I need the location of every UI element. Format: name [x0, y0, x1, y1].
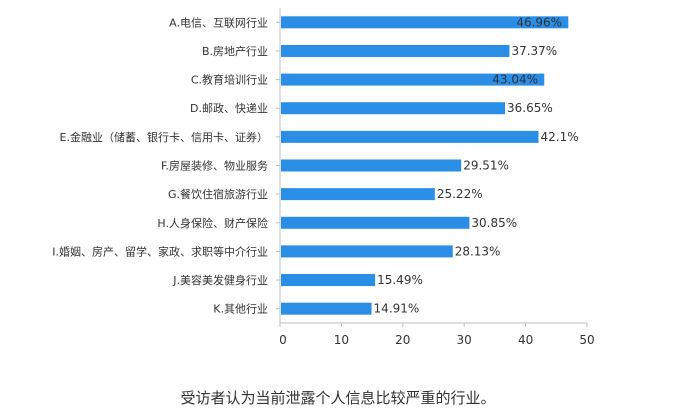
- bar: [281, 73, 545, 86]
- category-label: G.餐饮住宿旅游行业: [168, 187, 268, 201]
- category-label: K.其他行业: [213, 303, 268, 316]
- category-label: E.金融业（储蓄、银行卡、信用卡、证券）: [60, 130, 268, 144]
- value-label: 42.1%: [540, 130, 578, 144]
- bar: [281, 274, 376, 287]
- bar: [281, 16, 569, 29]
- category-label: C.教育培训行业: [191, 73, 268, 87]
- x-tick-label: 20: [395, 333, 410, 347]
- value-label: 15.49%: [377, 273, 423, 287]
- category-label: A.电信、互联网行业: [169, 16, 268, 29]
- category-label: I.婚姻、房产、留学、家政、求职等中介行业: [52, 244, 268, 258]
- value-label: 36.65%: [507, 101, 553, 115]
- x-tick-label: 10: [334, 333, 349, 347]
- value-label: 28.13%: [455, 244, 501, 258]
- value-label: 29.51%: [463, 159, 509, 173]
- bar: [281, 245, 453, 258]
- category-label: B.房地产行业: [202, 44, 268, 58]
- bar: [281, 102, 506, 115]
- value-label: 37.37%: [511, 44, 557, 58]
- x-tick-label: 50: [579, 333, 594, 347]
- bar: [281, 188, 435, 201]
- category-label: H.人身保险、财产保险: [157, 216, 268, 230]
- value-label: 43.04%: [492, 73, 538, 87]
- value-label: 14.91%: [374, 302, 420, 316]
- chart-caption: 受访者认为当前泄露个人信息比较严重的行业。: [180, 389, 496, 407]
- x-tick-label: 0: [279, 333, 287, 347]
- bar: [281, 130, 539, 143]
- category-label: J.美容美发健身行业: [172, 273, 268, 287]
- category-label: D.邮政、快递业: [190, 101, 268, 115]
- category-label: F.房屋装修、物业服务: [161, 159, 268, 173]
- bar: [281, 159, 462, 172]
- bar: [281, 216, 470, 229]
- x-tick-label: 30: [457, 333, 472, 347]
- x-tick-label: 40: [518, 333, 533, 347]
- value-label: 25.22%: [437, 187, 483, 201]
- bar: [281, 44, 510, 57]
- value-label: 46.96%: [516, 15, 562, 29]
- value-label: 30.85%: [471, 216, 517, 230]
- bar: [281, 302, 372, 315]
